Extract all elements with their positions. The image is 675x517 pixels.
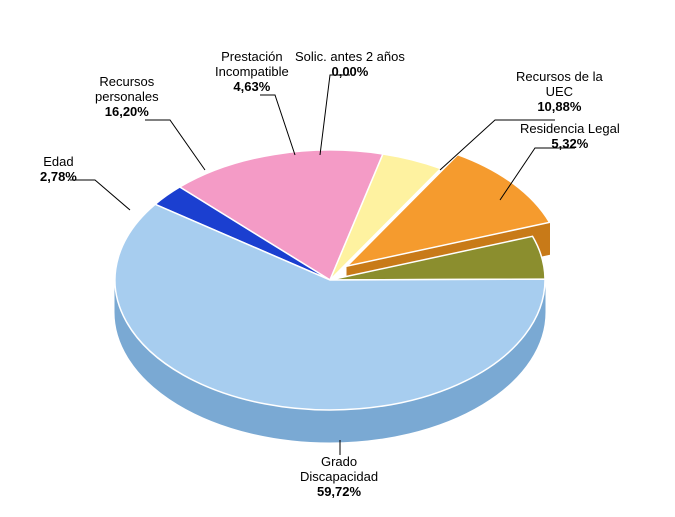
slice-label-line: Edad — [40, 155, 77, 170]
slice-label: Edad2,78% — [40, 155, 77, 185]
slice-label-line: 5,32% — [520, 137, 620, 152]
slice-label-line: 4,63% — [215, 80, 289, 95]
slice-label-line: 0,00% — [295, 65, 405, 80]
slice-label: GradoDiscapacidad59,72% — [300, 455, 378, 500]
slice-label-line: Solic. antes 2 años — [295, 50, 405, 65]
slice-label-line: Recursos — [95, 75, 159, 90]
slice-label-line: 2,78% — [40, 170, 77, 185]
slice-label-line: UEC — [516, 85, 603, 100]
slice-label-line: Residencia Legal — [520, 122, 620, 137]
slice-label-line: 10,88% — [516, 100, 603, 115]
pie-chart: Recursos de laUEC10,88%Residencia Legal5… — [0, 0, 675, 517]
slice-label-line: personales — [95, 90, 159, 105]
slice-label-line: Incompatible — [215, 65, 289, 80]
slice-label-line: Recursos de la — [516, 70, 603, 85]
slice-label: Residencia Legal5,32% — [520, 122, 620, 152]
slice-label-line: Prestación — [215, 50, 289, 65]
slice-label-line: Grado — [300, 455, 378, 470]
slice-label-line: Discapacidad — [300, 470, 378, 485]
slice-label: PrestaciónIncompatible4,63% — [215, 50, 289, 95]
slice-label-line: 16,20% — [95, 105, 159, 120]
slice-label: Recursos de laUEC10,88% — [516, 70, 603, 115]
slice-label-line: 59,72% — [300, 485, 378, 500]
slice-label: Solic. antes 2 años0,00% — [295, 50, 405, 80]
slice-label: Recursospersonales16,20% — [95, 75, 159, 120]
